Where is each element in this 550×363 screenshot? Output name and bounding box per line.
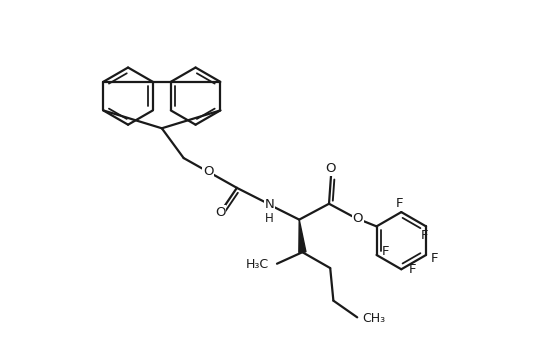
Text: O: O — [353, 212, 363, 225]
Text: F: F — [409, 263, 416, 276]
Text: CH₃: CH₃ — [363, 311, 386, 324]
Polygon shape — [299, 220, 306, 253]
Text: O: O — [203, 166, 213, 179]
Text: N: N — [265, 198, 274, 211]
Text: O: O — [326, 162, 336, 175]
Text: O: O — [215, 206, 226, 219]
Text: F: F — [382, 245, 389, 257]
Text: F: F — [420, 229, 428, 242]
Text: F: F — [395, 197, 403, 210]
Text: H: H — [265, 212, 274, 225]
Text: CH₃: CH₃ — [362, 311, 385, 325]
Text: H₃C: H₃C — [246, 258, 269, 272]
Text: F: F — [431, 252, 438, 265]
